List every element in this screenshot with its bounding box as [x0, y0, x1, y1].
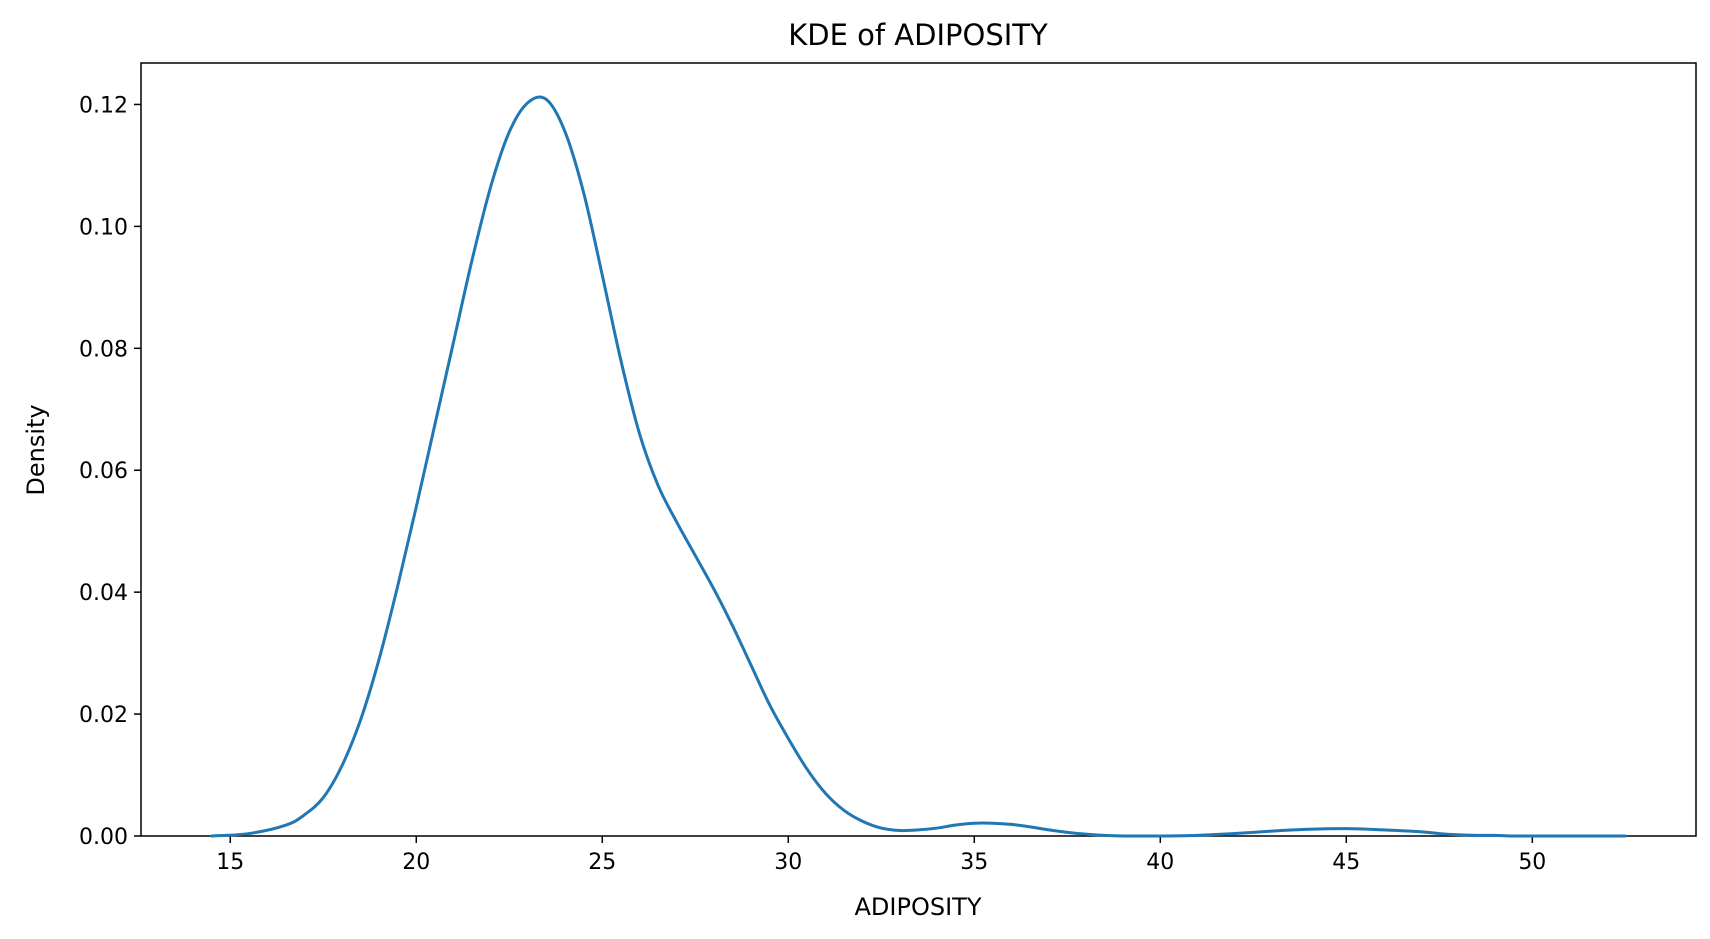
- kde-curve: [210, 95, 1627, 838]
- x-axis-ticks: 15 20 25 30 35 40 45 50: [216, 836, 1546, 875]
- y-tick-label: 0.10: [79, 215, 128, 240]
- plot-frame: [140, 62, 1697, 837]
- y-tick-label: 0.02: [79, 703, 128, 728]
- x-tick-label: 50: [1518, 850, 1546, 875]
- y-axis-ticks: 0.00 0.02 0.04 0.06 0.08 0.10 0.12: [79, 93, 141, 850]
- x-axis-label: ADIPOSITY: [855, 893, 982, 921]
- y-tick-label: 0.00: [79, 825, 128, 850]
- x-tick-label: 35: [960, 850, 988, 875]
- y-tick-label: 0.12: [79, 93, 128, 118]
- y-tick-label: 0.06: [79, 459, 128, 484]
- x-tick-label: 40: [1146, 850, 1174, 875]
- y-tick-label: 0.04: [79, 581, 128, 606]
- y-axis-label: Density: [22, 404, 50, 495]
- x-tick-label: 30: [774, 850, 802, 875]
- chart-title: KDE of ADIPOSITY: [788, 18, 1048, 52]
- x-tick-label: 45: [1332, 850, 1360, 875]
- x-tick-label: 25: [588, 850, 616, 875]
- x-tick-label: 20: [402, 850, 430, 875]
- x-tick-label: 15: [216, 850, 244, 875]
- y-tick-label: 0.08: [79, 337, 128, 362]
